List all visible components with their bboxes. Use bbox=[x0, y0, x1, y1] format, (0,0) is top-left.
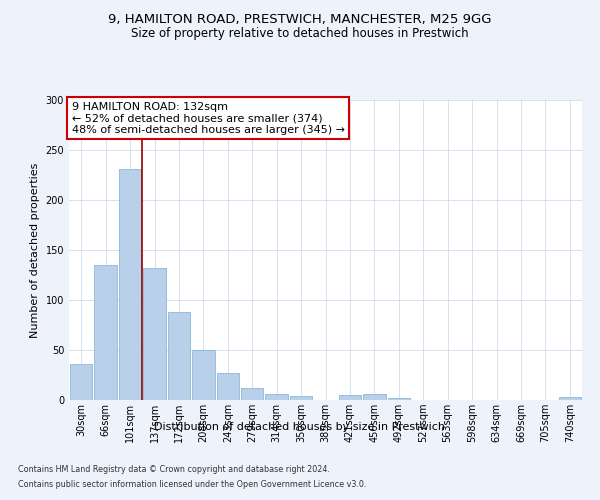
Bar bbox=[192, 350, 215, 400]
Bar bbox=[265, 394, 288, 400]
Text: 9, HAMILTON ROAD, PRESTWICH, MANCHESTER, M25 9GG: 9, HAMILTON ROAD, PRESTWICH, MANCHESTER,… bbox=[108, 12, 492, 26]
Bar bbox=[217, 373, 239, 400]
Text: Size of property relative to detached houses in Prestwich: Size of property relative to detached ho… bbox=[131, 28, 469, 40]
Text: Contains public sector information licensed under the Open Government Licence v3: Contains public sector information licen… bbox=[18, 480, 367, 489]
Bar bbox=[241, 388, 263, 400]
Text: Distribution of detached houses by size in Prestwich: Distribution of detached houses by size … bbox=[155, 422, 445, 432]
Bar bbox=[94, 265, 117, 400]
Bar bbox=[119, 169, 142, 400]
Text: 9 HAMILTON ROAD: 132sqm
← 52% of detached houses are smaller (374)
48% of semi-d: 9 HAMILTON ROAD: 132sqm ← 52% of detache… bbox=[71, 102, 344, 134]
Bar bbox=[143, 268, 166, 400]
Bar bbox=[388, 398, 410, 400]
Bar bbox=[290, 396, 313, 400]
Bar bbox=[70, 364, 92, 400]
Bar bbox=[167, 312, 190, 400]
Text: Contains HM Land Registry data © Crown copyright and database right 2024.: Contains HM Land Registry data © Crown c… bbox=[18, 465, 330, 474]
Y-axis label: Number of detached properties: Number of detached properties bbox=[30, 162, 40, 338]
Bar bbox=[559, 397, 581, 400]
Bar bbox=[363, 394, 386, 400]
Bar bbox=[338, 395, 361, 400]
